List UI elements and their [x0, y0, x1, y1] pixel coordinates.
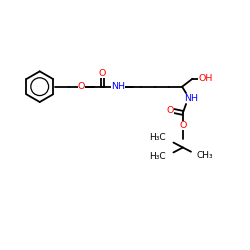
Text: NH: NH	[184, 94, 198, 103]
Text: NH: NH	[111, 82, 125, 91]
Text: O: O	[166, 106, 174, 116]
Text: H₃C: H₃C	[150, 132, 166, 141]
Text: O: O	[179, 121, 186, 130]
Text: O: O	[99, 69, 106, 78]
Text: O: O	[78, 82, 85, 91]
Text: CH₃: CH₃	[196, 151, 213, 160]
Text: H₃C: H₃C	[150, 152, 166, 162]
Text: OH: OH	[198, 74, 212, 83]
